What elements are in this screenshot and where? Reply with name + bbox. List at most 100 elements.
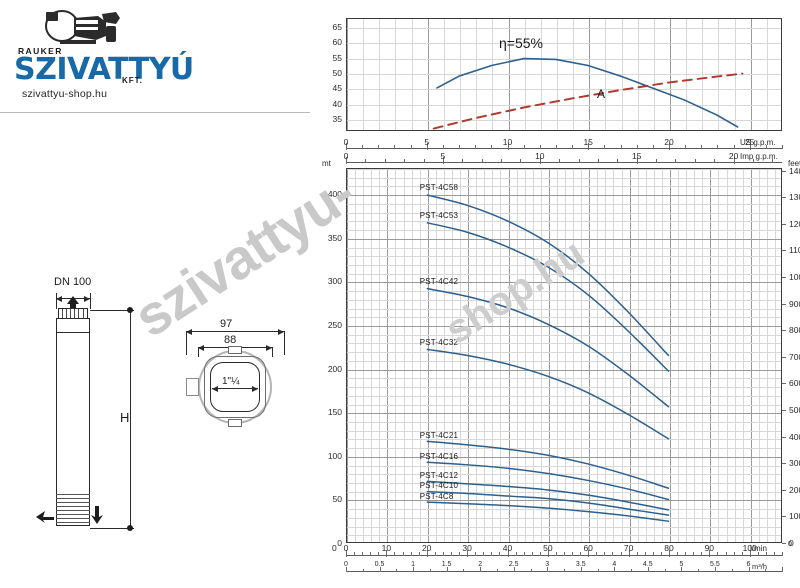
pump-cross-section-drawing: 97 88 1"¼ [172, 318, 304, 438]
eff-tick [507, 143, 509, 150]
main-lmin-tick [773, 552, 775, 556]
curve-PST-4C42 [426, 287, 670, 408]
main-lmin-tick [515, 552, 517, 556]
h-dot-bottom [127, 525, 133, 531]
main-lmin-label-90: 90 [704, 543, 715, 553]
main-feet-tick [782, 410, 786, 411]
main-gridline-v [371, 169, 373, 542]
main-gridline-h [347, 308, 781, 310]
eff-tick [346, 157, 347, 164]
main-gridline-v [508, 169, 510, 542]
main-gridline-v [565, 169, 566, 542]
curve-label-PST-4C12: PST-4C12 [419, 471, 459, 480]
power-curve-a [432, 72, 744, 130]
main-lmin-tick [410, 552, 412, 556]
eff-tick [410, 145, 412, 149]
main-m3h-tick [346, 567, 347, 572]
h-dot-top [127, 307, 133, 313]
thread-size-arrow [212, 385, 258, 392]
h-ext-top [90, 310, 134, 311]
logo-rauker-text: RAUKER [18, 46, 63, 56]
main-feet-tick [782, 356, 786, 358]
main-m3h-tick [362, 569, 364, 572]
main-gridline-h [347, 186, 781, 188]
main-gridline-v [734, 169, 736, 542]
main-feet-tick-0: 0 [789, 538, 794, 548]
main-gridline-h [347, 448, 781, 450]
main-m3h-tick [547, 567, 549, 572]
main-gridline-h [347, 430, 781, 432]
main-lmin-tick [749, 550, 751, 557]
inlet-arrow-left-icon [36, 511, 54, 523]
eff-tick [481, 159, 483, 163]
main-m3h-tick [614, 567, 616, 572]
main-m3h-tick [396, 569, 398, 572]
head-flow-plot-area [347, 169, 781, 542]
eff-tick [378, 145, 380, 149]
eff-xtick-us-gpm-25: 25 [744, 137, 755, 147]
main-feet-tick [782, 383, 786, 385]
main-gridline-v [742, 169, 744, 542]
eff-xtick-us-gpm-15: 15 [583, 137, 593, 147]
main-feet-tick-700: 700 [789, 351, 800, 362]
eff-gridline-h [347, 104, 781, 106]
main-lmin-tick [507, 550, 509, 557]
eff-y-tick-50: 50 [332, 68, 342, 78]
main-gridline-h [347, 456, 781, 458]
main-m3h-tick [664, 569, 666, 572]
main-gridline-v [718, 169, 720, 542]
main-lmin-tick [434, 552, 436, 556]
main-lmin-label-0: 0 [343, 543, 349, 553]
curve-PST-4C8 [426, 501, 670, 522]
main-m3h-tick [647, 567, 649, 572]
eff-tick [597, 159, 599, 163]
eff-y-tick-40: 40 [332, 98, 342, 109]
main-lmin-label-80: 80 [664, 543, 674, 553]
main-gridline-h [347, 195, 781, 197]
main-gridline-h [347, 212, 781, 214]
eff-tick [675, 159, 677, 163]
main-feet-tick-200: 200 [789, 484, 800, 495]
main-m3h-label-2: 2 [478, 561, 483, 568]
main-feet-tick-1300: 1300 [789, 192, 800, 203]
eff-tick [733, 157, 735, 164]
main-gridline-v [774, 169, 776, 542]
curve-label-PST-4C8: PST-4C8 [419, 491, 454, 501]
main-m3h-label-1.5: 1.5 [441, 561, 452, 568]
main-feet-tick [782, 223, 786, 225]
main-gridline-v [597, 169, 599, 542]
main-gridline-v [411, 169, 413, 542]
main-gridline-h [347, 378, 781, 380]
eff-tick [491, 145, 493, 149]
eff-tick [636, 145, 638, 149]
main-m3h-tick [698, 569, 700, 572]
main-gridline-v [347, 169, 348, 542]
main-feet-tick [782, 250, 786, 252]
eff-tick [782, 145, 783, 149]
main-lmin-tick [362, 552, 364, 556]
efficiency-annotation: η=55% [499, 35, 543, 51]
eff-tick [620, 145, 622, 149]
eff-tick [559, 159, 561, 163]
main-gridline-v [387, 169, 389, 542]
dn-tick-left [56, 293, 57, 309]
main-gridline-v [605, 169, 607, 542]
main-m3h-label-5: 5 [679, 561, 684, 568]
eff-tick [539, 145, 541, 149]
main-y-tick-100: 100 [327, 450, 342, 461]
main-lmin-tick [547, 550, 549, 557]
dn-tick-right [90, 293, 91, 309]
main-gridline-h [347, 221, 781, 223]
main-gridline-v [573, 169, 575, 542]
main-gridline-v [484, 169, 486, 542]
main-unit-feet: feet [788, 159, 800, 168]
main-lmin-tick [660, 552, 662, 556]
main-y-tick-350: 350 [327, 232, 342, 243]
main-lmin-tick [483, 552, 485, 556]
main-lmin-tick [539, 552, 541, 556]
main-unit-lmin: l/min [750, 544, 767, 553]
main-gridline-h [347, 264, 781, 266]
eff-ruler-us-gpm [346, 148, 782, 149]
main-lmin-tick [354, 552, 356, 556]
curve-PST-4C12 [426, 480, 670, 511]
